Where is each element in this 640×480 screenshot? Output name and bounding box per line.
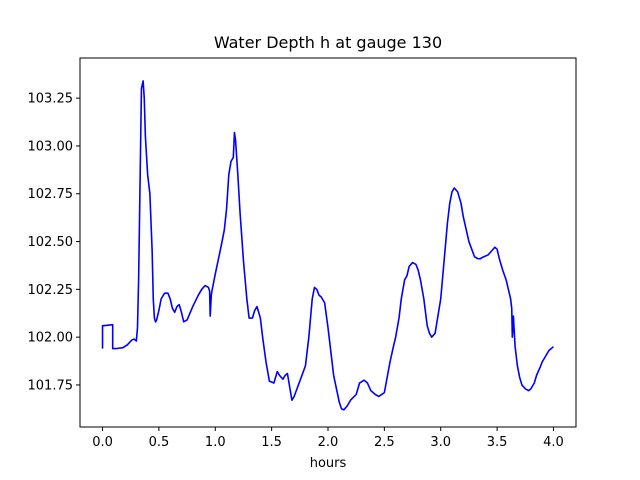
y-tick-label: 102.75 xyxy=(28,187,74,202)
x-tick-label: 0.5 xyxy=(149,435,170,450)
x-tick-label: 2.0 xyxy=(318,435,339,450)
y-tick-label: 101.75 xyxy=(28,378,74,393)
y-tick-label: 103.00 xyxy=(28,139,74,154)
x-tick-label: 2.5 xyxy=(374,435,395,450)
chart-title: Water Depth h at gauge 130 xyxy=(214,33,442,52)
y-axis-ticks: 101.75 102.00 102.25 102.50 102.75 103.00 103.… xyxy=(28,92,80,393)
y-tick-label: 103.25 xyxy=(28,92,74,107)
y-tick-label: 102.25 xyxy=(28,283,74,298)
x-tick-label: 1.5 xyxy=(261,435,282,450)
plot-series-layer xyxy=(101,80,554,411)
x-axis-ticks: 0.0 0.5 1.0 1.5 2.0 2.5 3.0 3.5 4.0 xyxy=(92,427,564,450)
x-tick-label: 3.5 xyxy=(487,435,508,450)
series-line-water-depth xyxy=(101,80,554,411)
y-tick-label: 102.50 xyxy=(28,235,74,250)
x-axis-label: hours xyxy=(310,456,347,471)
x-tick-label: 3.0 xyxy=(430,435,451,450)
y-tick-label: 102.00 xyxy=(28,331,74,346)
plot-frame xyxy=(79,57,577,428)
x-tick-label: 0.0 xyxy=(92,435,113,450)
x-tick-label: 1.0 xyxy=(205,435,226,450)
x-tick-label: 4.0 xyxy=(543,435,564,450)
